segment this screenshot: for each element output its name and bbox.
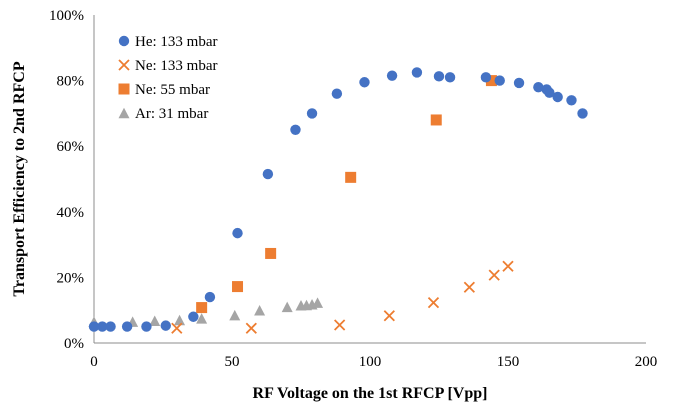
legend-marker [118, 35, 130, 47]
legend-label: Ne: 55 mbar [135, 82, 210, 98]
data-point [331, 88, 343, 99]
data-point [485, 75, 497, 87]
data-point [513, 77, 525, 89]
data-point [463, 281, 475, 293]
data-point [88, 321, 100, 332]
legend-label: Ar: 31 mbar [135, 106, 208, 122]
data-point [433, 71, 445, 82]
legend-item: Ne: 55 mbar [118, 82, 210, 98]
x-tick-labels: 0 50 100 150 200 [90, 354, 657, 370]
legend-item: Ne: 133 mbar [118, 58, 217, 74]
data-point [552, 91, 563, 103]
data-point [149, 315, 161, 326]
legend-marker [118, 59, 130, 71]
data-point [345, 171, 357, 183]
data-point [430, 114, 442, 126]
y-tick-label: 80% [57, 74, 85, 90]
data-point [359, 77, 370, 88]
data-point [97, 321, 108, 332]
data-point [232, 227, 243, 239]
data-point [245, 322, 257, 334]
data-point [383, 310, 395, 322]
data-point [480, 72, 492, 83]
y-tick-label: 100% [49, 8, 84, 24]
data-point [502, 260, 514, 272]
legend: He: 133 mbar Ne: 133 mbar Ne: 55 mbar Ar: 3… [118, 34, 217, 122]
series-ar-31-mbar [88, 297, 324, 327]
data-point [171, 322, 183, 334]
data-point [204, 291, 216, 303]
y-tick-labels: 0% 20% 40% 60% 80% 100% [49, 8, 84, 352]
x-axis-title: RF Voltage on the 1st RFCP [Vpp] [253, 385, 488, 402]
data-point [265, 247, 277, 259]
x-tick-label: 0 [90, 354, 98, 370]
y-tick-label: 0% [64, 336, 84, 352]
legend-marker [118, 107, 130, 119]
data-point [566, 95, 577, 106]
data-point [160, 320, 171, 331]
y-tick-label: 20% [57, 270, 85, 286]
axes [93, 15, 646, 344]
series-ne-55-mbar [196, 75, 497, 314]
x-tick-label: 50 [225, 354, 240, 370]
y-tick-label: 60% [57, 139, 85, 155]
data-point [196, 313, 208, 324]
data-point [174, 314, 186, 326]
data-point [254, 304, 266, 316]
legend-label: He: 133 mbar [135, 34, 217, 50]
data-point [444, 72, 456, 83]
series-he-133-mbar [88, 67, 588, 332]
data-point [427, 297, 440, 309]
data-point [196, 302, 208, 314]
x-tick-label: 200 [635, 354, 658, 370]
data-point [121, 321, 133, 332]
data-point [188, 311, 199, 322]
data-point [494, 75, 505, 86]
series-ne-133-mbar [171, 260, 514, 334]
legend-label: Ne: 133 mbar [135, 58, 217, 74]
data-point [386, 70, 398, 81]
data-point [577, 108, 588, 119]
legend-item: He: 133 mbar [118, 34, 217, 50]
data-point [105, 321, 116, 332]
data-point [281, 301, 293, 313]
data-points [88, 67, 588, 334]
legend-marker [118, 83, 130, 95]
y-axis-title: Transport Efficiency to 2nd RFCP [11, 61, 28, 296]
legend-item: Ar: 31 mbar [118, 106, 208, 122]
data-point [306, 108, 318, 119]
data-point [290, 124, 301, 135]
data-point [232, 281, 244, 293]
data-point [262, 168, 274, 180]
y-tick-label: 40% [57, 205, 85, 221]
data-point [411, 67, 423, 78]
data-point [544, 87, 555, 98]
data-point [533, 81, 544, 93]
data-point [488, 269, 500, 281]
x-tick-label: 150 [497, 354, 520, 370]
data-point [312, 297, 324, 308]
data-point [334, 319, 346, 331]
data-point [141, 321, 152, 332]
data-point [229, 309, 241, 321]
x-tick-label: 100 [359, 354, 382, 370]
